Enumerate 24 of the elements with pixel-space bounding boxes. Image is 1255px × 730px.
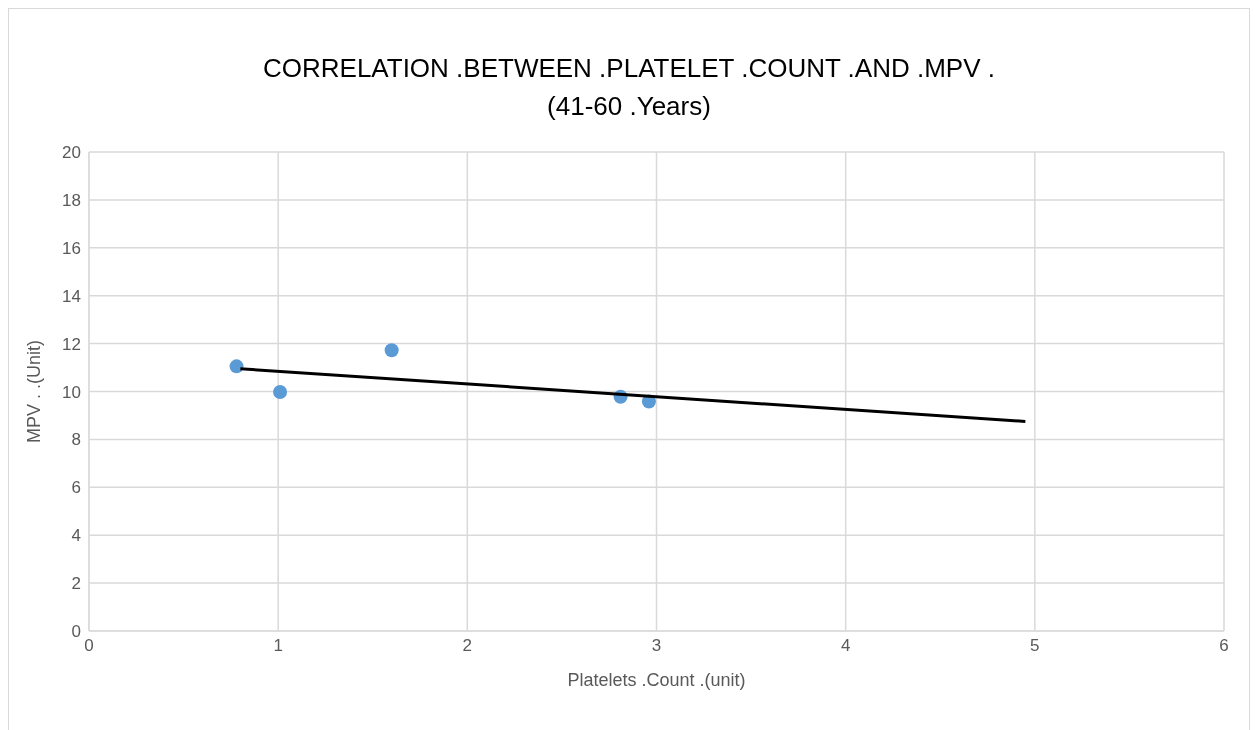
point xyxy=(273,384,288,399)
x-tick-label: 5 xyxy=(1030,636,1040,656)
y-tick-label: 0 xyxy=(71,622,81,642)
y-axis-title: MPV . .(Unit) xyxy=(24,339,45,444)
x-tick-label: 6 xyxy=(1219,636,1229,656)
y-tick-label: 20 xyxy=(62,143,81,163)
y-tick-label: 10 xyxy=(62,382,81,402)
y-tick-label: 14 xyxy=(62,286,81,306)
x-tick-label: 4 xyxy=(840,636,851,656)
x-tick-label: 2 xyxy=(462,636,473,656)
x-axis-title: Platelets .Count .(unit) xyxy=(567,670,746,690)
y-tick-label: 12 xyxy=(62,334,81,354)
y-tick-label: 6 xyxy=(71,478,81,498)
point xyxy=(229,359,244,374)
chart-title: CORRELATION .BETWEEN .PLATELET .COUNT .AND .MPV .(41-60 .Years) xyxy=(262,52,996,123)
y-tick-label: 4 xyxy=(71,526,81,546)
y-tick-label: 18 xyxy=(62,190,81,210)
y-tick-label: 8 xyxy=(71,430,81,450)
y-tick-label: 16 xyxy=(62,238,81,258)
x-tick-label: 0 xyxy=(84,636,94,656)
x-tick-label: 1 xyxy=(273,636,283,656)
x-tick-label: 3 xyxy=(651,636,662,656)
y-tick-label: 2 xyxy=(71,574,81,594)
point xyxy=(384,343,399,358)
